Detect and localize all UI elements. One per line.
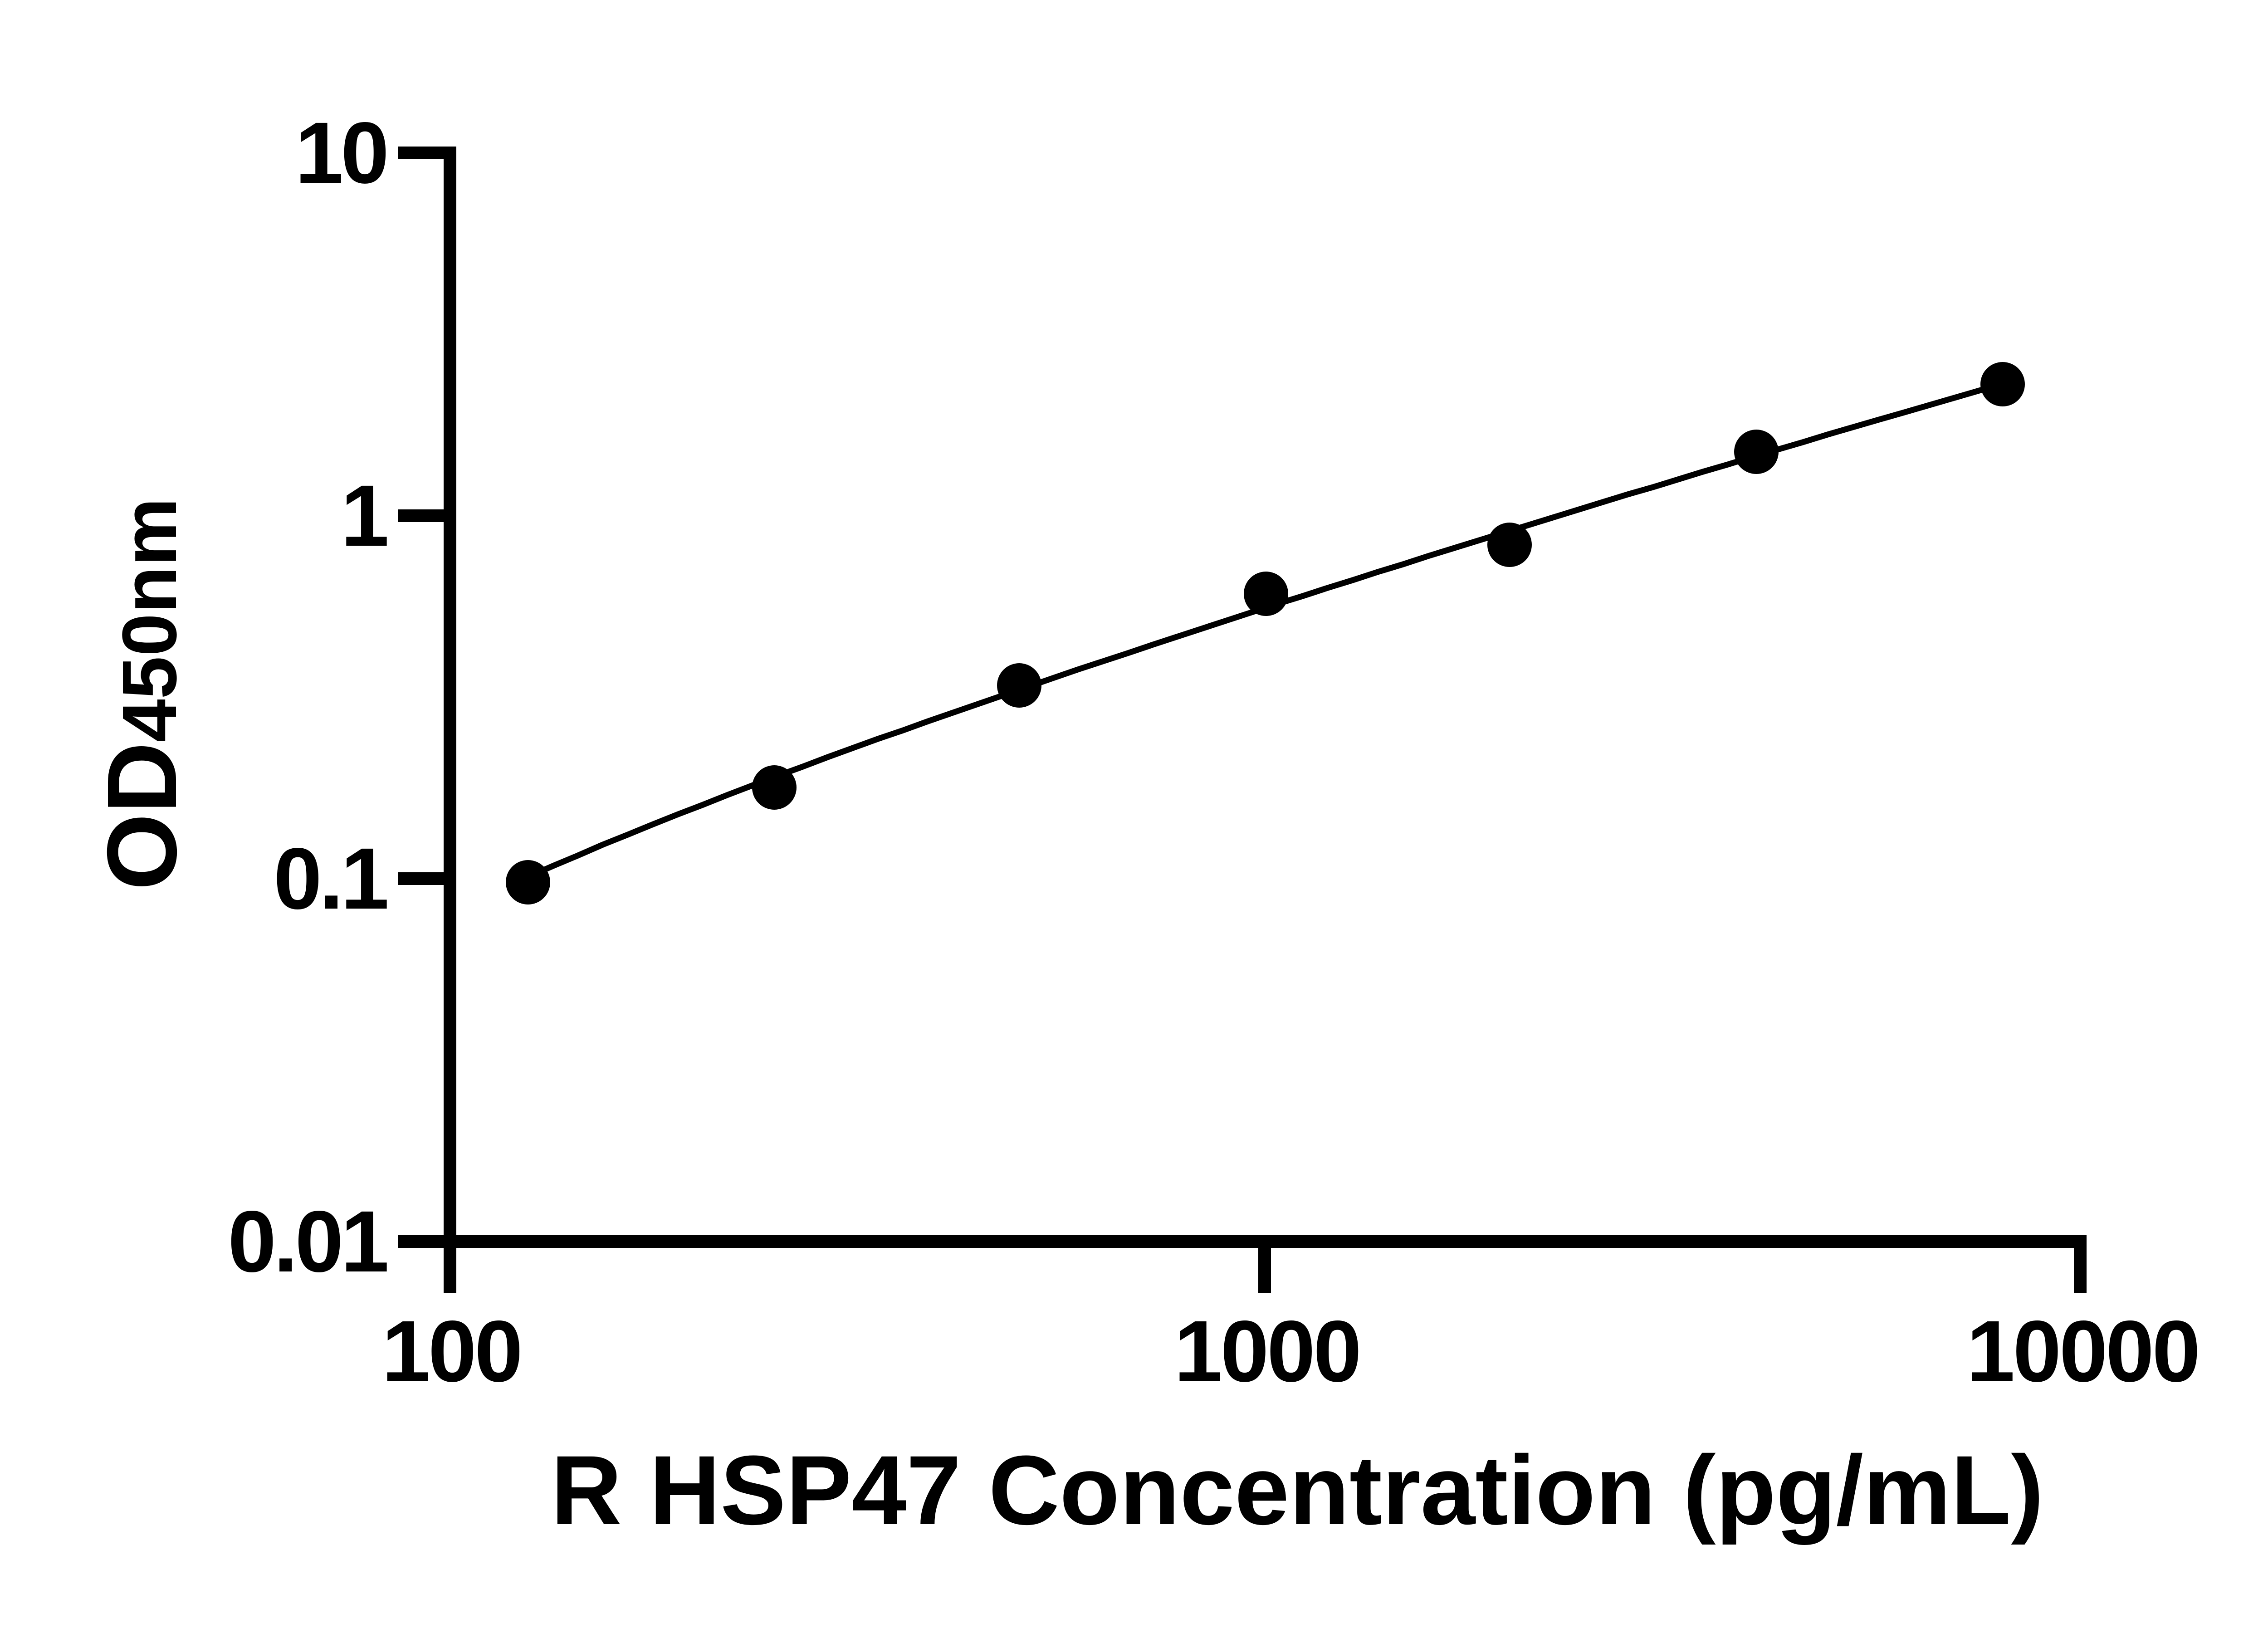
svg-text:10000: 10000 <box>1966 1302 2198 1400</box>
svg-text:OD450nm: OD450nm <box>87 498 197 890</box>
svg-text:100: 100 <box>382 1302 521 1400</box>
svg-text:1: 1 <box>341 467 387 564</box>
svg-text:1000: 1000 <box>1174 1302 1359 1400</box>
svg-text:R HSP47 Concentration (pg/mL): R HSP47 Concentration (pg/mL) <box>551 1435 2043 1545</box>
svg-text:0.1: 0.1 <box>274 830 387 927</box>
svg-text:10: 10 <box>295 104 386 201</box>
svg-text:0.01: 0.01 <box>228 1193 387 1290</box>
